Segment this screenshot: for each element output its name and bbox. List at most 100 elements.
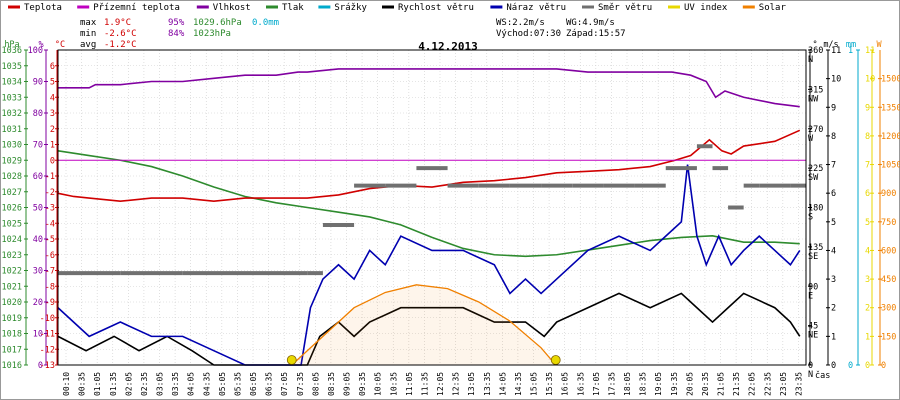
temperature-tick-label: -8 [45, 282, 55, 292]
x-tick-label: 16:35 [576, 372, 585, 396]
x-tick-label: 21:05 [717, 372, 726, 396]
series-sm-r-v-tru [58, 144, 806, 276]
series-teplota-line [57, 129, 801, 203]
x-tick-label: 12:35 [452, 372, 461, 396]
series-rychlost-v-tru-line [57, 292, 801, 366]
pressure-tick-label: 1016 [2, 361, 22, 371]
x-axis: 00:10 00:35 01:05 01:35 02:05 02:35 03:05 03:35… [62, 370, 830, 396]
solar-tick-label: 1500 [881, 75, 900, 85]
legend: Teplota Přízemní teplota Vlhkost Tlak Srážky… [8, 3, 786, 13]
x-tick-label: 22:05 [748, 372, 757, 396]
stat-avg-label: avg [80, 40, 96, 50]
x-tick-label: 23:05 [779, 372, 788, 396]
temperature-tick-label: 4 [50, 93, 55, 103]
temperature-tick-label: -7 [45, 267, 55, 277]
x-tick-label: 01:05 [93, 372, 102, 396]
direction-tick-label: 315 [808, 85, 823, 95]
temperature-tick-label: -12 [40, 345, 55, 355]
temperature-tick-label: 5 [50, 78, 55, 88]
uv-tick-label: 0 [865, 361, 870, 371]
temperature-tick-label: -4 [45, 219, 55, 229]
axes: 1016101710181019102010211022102310241025… [2, 40, 900, 380]
legend-6-label: Náraz větru [506, 3, 566, 13]
humidity-tick-label: 40 [33, 235, 43, 245]
pressure-tick-label: 1018 [2, 330, 22, 340]
x-tick-label: 01:35 [109, 372, 118, 396]
uv-tick-label: 5 [865, 218, 870, 228]
uv-tick-label: 7 [865, 161, 870, 171]
pressure-tick-label: 1030 [2, 141, 22, 151]
solar-tick-label: 1350 [881, 103, 900, 113]
x-tick-label: 21:35 [732, 372, 741, 396]
pressure-tick-label: 1033 [2, 93, 22, 103]
temperature-tick-label: -11 [40, 330, 55, 340]
x-tick-label: 02:05 [124, 372, 133, 396]
uv-tick-label: 4 [865, 246, 870, 256]
pressure-tick-label: 1027 [2, 188, 22, 198]
humidity-tick-label: 100 [28, 46, 43, 56]
x-tick-label: 09:35 [358, 372, 367, 396]
humidity-tick-label: 10 [33, 330, 43, 340]
wind-tick-label: 3 [831, 275, 836, 285]
pressure-tick-label: 1032 [2, 109, 22, 119]
x-axis-label: čas [815, 370, 830, 381]
temperature-tick-label: 3 [50, 109, 55, 119]
temperature-tick-label: -2 [45, 188, 55, 198]
x-tick-label: 14:35 [514, 372, 523, 396]
rain-unit: mm [846, 40, 856, 50]
x-tick-label: 20:35 [701, 372, 710, 396]
temperature-tick-label: 2 [50, 125, 55, 135]
solar-line [291, 284, 557, 366]
pressure-tick-label: 1035 [2, 62, 22, 72]
temperature-tick-label: 0 [50, 156, 55, 166]
series-solar [291, 284, 557, 366]
solar-tick-label: 600 [881, 246, 896, 256]
x-tick-label: 08:35 [327, 372, 336, 396]
solar-area [291, 284, 556, 365]
humidity-tick-label: 80 [33, 109, 43, 119]
pressure-tick-label: 1034 [2, 78, 22, 88]
wind-tick-label: 6 [831, 189, 836, 199]
stat-min-press: 1023hPa [193, 29, 231, 39]
x-tick-label: 02:35 [140, 372, 149, 396]
pressure-tick-label: 1017 [2, 345, 22, 355]
x-tick-label: 07:05 [280, 372, 289, 396]
uv-tick-label: 9 [865, 103, 870, 113]
direction-dir-label: W [808, 134, 814, 144]
x-tick-label: 00:35 [78, 372, 87, 396]
x-tick-label: 18:35 [639, 372, 648, 396]
wind-gust-stat: WG:4.9m/s [566, 18, 615, 28]
x-tick-label: 05:35 [233, 372, 242, 396]
direction-dir-label: N [808, 55, 813, 65]
solar-tick-label: 150 [881, 332, 896, 342]
humidity-tick-label: 50 [33, 204, 43, 214]
wind-tick-label: 0 [831, 361, 836, 371]
chart-title: 4.12.2013 [418, 40, 478, 53]
stat-avg-temp: -1.2°C [104, 40, 137, 50]
x-tick-label: 19:35 [670, 372, 679, 396]
rain-tick-label: 0 [848, 361, 853, 371]
uv-point [286, 355, 297, 365]
wind-tick-label: 2 [831, 304, 836, 314]
temperature-tick-label: -3 [45, 204, 55, 214]
series-vlhkost-line [58, 68, 800, 108]
x-tick-label: 15:05 [530, 372, 539, 396]
pressure-tick-label: 1026 [2, 204, 22, 214]
direction-dir-label: E [808, 291, 813, 301]
x-tick-label: 07:35 [296, 372, 305, 396]
direction-tick-label: 0 [808, 361, 813, 371]
x-tick-label: 18:05 [623, 372, 632, 396]
legend-3-label: Tlak [282, 3, 304, 13]
temperature-tick-label: 6 [50, 62, 55, 72]
stats-panel: max 1.9°C 95% 1029.6hPa 0.0mm min -2.6°C… [80, 18, 279, 50]
stat-min-hum: 84% [168, 29, 185, 39]
humidity-tick-label: 90 [33, 78, 43, 88]
temperature-tick-label: -9 [45, 298, 55, 308]
series-rychlost-v-tru [57, 292, 801, 366]
solar-tick-label: 450 [881, 275, 896, 285]
x-tick-label: 04:35 [202, 372, 211, 396]
uv-tick-label: 2 [865, 304, 870, 314]
x-tick-label: 13:35 [483, 372, 492, 396]
pressure-tick-label: 1031 [2, 125, 22, 135]
humidity-tick-label: 20 [33, 298, 43, 308]
